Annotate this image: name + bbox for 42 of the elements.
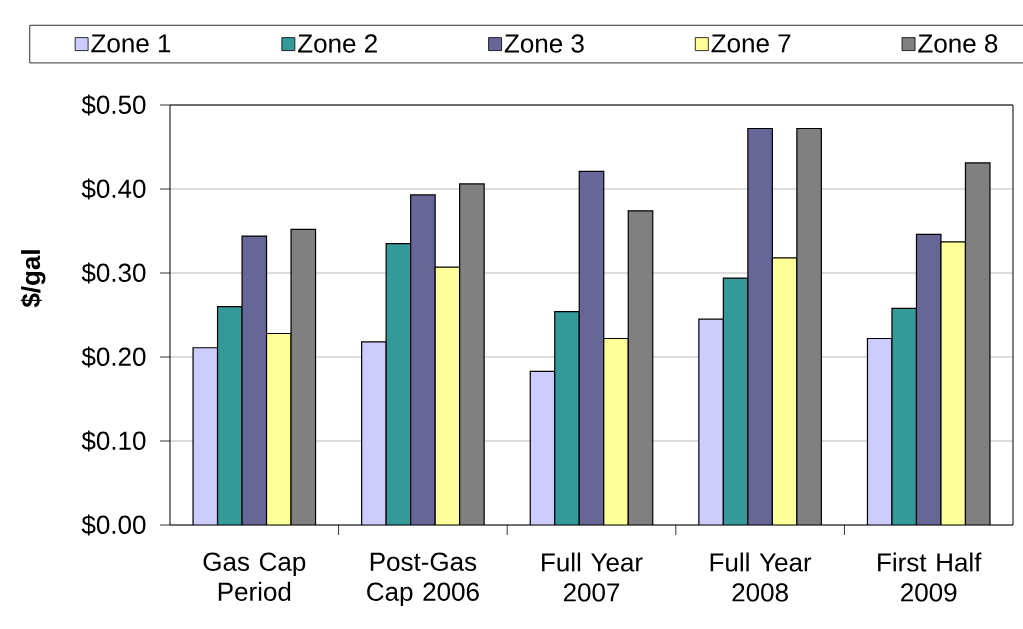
bar	[628, 210, 653, 525]
bar	[891, 307, 918, 525]
y-tick-label: $0.00	[81, 514, 146, 536]
bar	[266, 333, 292, 525]
y-tick-label: $0.30	[81, 262, 146, 284]
bar	[459, 183, 485, 525]
bar	[698, 319, 724, 525]
bar	[796, 128, 822, 525]
y-tick-label: $0.10	[81, 430, 146, 452]
x-tick-label: Full Year 2008	[710, 552, 812, 602]
bar	[940, 241, 967, 525]
bar	[530, 371, 555, 525]
y-tick-label: $0.20	[81, 346, 146, 368]
bar	[723, 278, 748, 525]
bar	[217, 306, 243, 525]
y-axis-title: $/gal	[20, 250, 46, 308]
y-tick-label: $0.40	[81, 178, 146, 200]
bar	[242, 236, 267, 525]
x-tick-label: Gas Cap Period	[203, 552, 306, 601]
bar	[193, 347, 218, 525]
bar	[386, 243, 411, 525]
bar	[603, 338, 629, 525]
bar	[361, 341, 387, 525]
legend-label: Zone 1	[91, 34, 171, 53]
x-tick-label: First Half 2009	[878, 552, 982, 602]
bar	[579, 171, 604, 525]
bar	[291, 229, 316, 525]
bar	[435, 267, 460, 525]
legend-label: Zone 8	[918, 34, 998, 53]
x-tick-label: Post-Gas Cap 2006	[367, 552, 479, 607]
legend-label: Zone 3	[504, 34, 584, 53]
bar	[410, 194, 436, 525]
bar	[866, 337, 893, 525]
y-tick-label: $0.50	[81, 94, 146, 116]
bar	[915, 233, 942, 525]
legend-label: Zone 7	[711, 34, 791, 53]
x-tick-label: Full Year 2007	[542, 552, 643, 602]
bar	[964, 162, 991, 525]
bar	[554, 311, 580, 525]
legend-label: Zone 2	[298, 34, 377, 53]
bar	[772, 257, 797, 525]
bar	[747, 128, 773, 525]
